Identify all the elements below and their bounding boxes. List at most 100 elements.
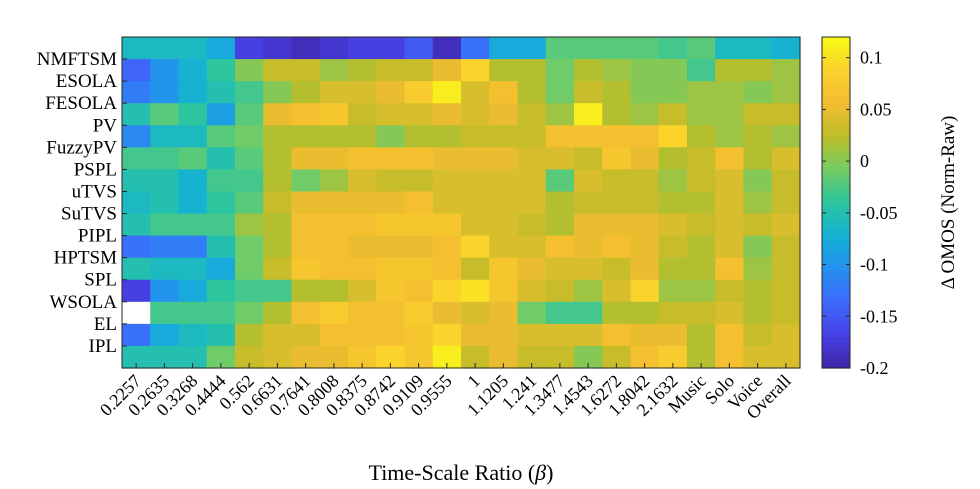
colorbar-swatch (822, 88, 850, 95)
heatmap-cell (461, 301, 490, 325)
heatmap-cell (715, 257, 745, 281)
colorbar-swatch (822, 109, 850, 116)
heatmap-cell (348, 345, 377, 369)
heatmap-cell (235, 257, 264, 281)
heatmap-cell (574, 213, 603, 237)
heatmap-cell (432, 81, 462, 104)
heatmap-cell (178, 323, 208, 347)
colorbar-swatch (822, 233, 850, 240)
y-tick-label: SuTVS (61, 204, 117, 225)
y-tick-label: WSOLA (49, 292, 117, 313)
heatmap-cell (122, 323, 151, 347)
heatmap-cell (715, 147, 745, 170)
heatmap-cell (263, 147, 293, 170)
heatmap-cell (291, 323, 321, 347)
heatmap-cell (658, 81, 688, 104)
heatmap-cell (150, 235, 180, 259)
colorbar-tick-label: -0.2 (860, 358, 889, 378)
y-tick-label: PSPL (74, 159, 117, 180)
colorbar-frame (821, 36, 851, 369)
colorbar-swatch (822, 259, 850, 266)
heatmap-cell (235, 37, 264, 60)
heatmap-cell (376, 345, 406, 369)
heatmap-cell (687, 301, 716, 325)
heatmap-cell (687, 81, 716, 104)
heatmap-cell (404, 301, 434, 325)
heatmap-cell (715, 191, 745, 215)
heatmap-cell (574, 59, 603, 82)
colorbar-swatch (822, 135, 850, 142)
heatmap-cell (461, 125, 490, 148)
colorbar-swatch (822, 207, 850, 214)
colorbar-swatch (822, 83, 850, 90)
heatmap-cell (178, 103, 208, 126)
heatmap-cell (432, 345, 462, 369)
heatmap-cell (517, 345, 547, 369)
heatmap-cell (404, 81, 434, 104)
heatmap-cell (602, 213, 632, 237)
heatmap-cell (517, 257, 547, 281)
heatmap-cell (263, 169, 293, 193)
heatmap-cell (602, 125, 632, 148)
colorbar-label: Δ OMOS (Norm-Raw) (938, 116, 959, 290)
heatmap-cell (122, 147, 151, 170)
heatmap-cell (545, 301, 575, 325)
heatmap-cell (235, 235, 264, 259)
heatmap-cell (263, 103, 293, 126)
heatmap-cell (206, 147, 236, 170)
colorbar-swatch (822, 269, 850, 276)
heatmap-cell (235, 191, 264, 215)
heatmap-cell (235, 125, 264, 148)
heatmap-cell (574, 257, 603, 281)
heatmap-cell (319, 301, 349, 325)
heatmap-cell (348, 147, 377, 170)
heatmap-cell (178, 125, 208, 148)
heatmap-cell (319, 103, 349, 126)
heatmap-cell (432, 323, 462, 347)
heatmap-cell (602, 235, 632, 259)
colorbar-tick-label: 0.1 (860, 48, 883, 68)
heatmap-cell (376, 235, 406, 259)
heatmap-cell (432, 37, 462, 60)
heatmap-cell (630, 147, 660, 170)
heatmap-cell (178, 59, 208, 82)
heatmap-cell (687, 345, 716, 369)
heatmap-cell (630, 37, 660, 60)
heatmap-cell (517, 213, 547, 237)
heatmap-cell (658, 279, 688, 303)
heatmap-cell (404, 147, 434, 170)
heatmap-cell (376, 37, 406, 60)
heatmap-cell (630, 279, 660, 303)
colorbar-swatch (822, 342, 850, 348)
heatmap-cell (291, 59, 321, 82)
heatmap-cell (545, 235, 575, 259)
heatmap-cell (122, 81, 151, 104)
heatmap-cell (432, 59, 462, 82)
heatmap-cell (545, 323, 575, 347)
heatmap-cell (687, 213, 716, 237)
heatmap-cell (461, 323, 490, 347)
heatmap-cell (743, 257, 773, 281)
heatmap-cell (715, 81, 745, 104)
heatmap-cell (150, 323, 180, 347)
colorbar-swatch (822, 119, 850, 126)
heatmap-cell (545, 37, 575, 60)
heatmap-cell (122, 213, 151, 237)
heatmap-cell (432, 301, 462, 325)
heatmap-cell (150, 301, 180, 325)
heatmap-cell (489, 191, 519, 215)
heatmap-cell (376, 125, 406, 148)
heatmap-cell (235, 147, 264, 170)
heatmap-cell (291, 147, 321, 170)
colorbar-swatch (822, 357, 850, 364)
colorbar-swatch (822, 93, 850, 100)
heatmap-cell (178, 81, 208, 104)
y-tick-labels: NMFTSMESOLAFESOLAPVFuzzyPVPSPLuTVSSuTVSP… (37, 49, 127, 357)
heatmap-cell (489, 81, 519, 104)
heatmap-cell (517, 323, 547, 347)
heatmap-cell (517, 103, 547, 126)
heatmap-cell (771, 257, 801, 281)
heatmap-cell (489, 323, 519, 347)
heatmap-cell (376, 103, 406, 126)
heatmap-cell (291, 301, 321, 325)
